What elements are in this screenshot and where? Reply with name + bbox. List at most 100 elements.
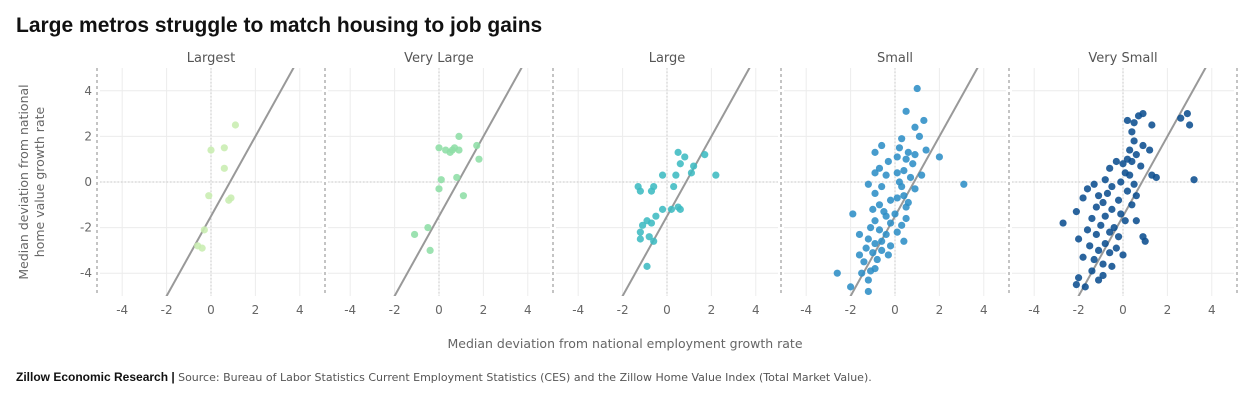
data-point bbox=[1094, 192, 1103, 200]
facet-panel-3: Large -4 -2 0 2 4 bbox=[552, 51, 778, 317]
data-point bbox=[1094, 276, 1103, 284]
data-point bbox=[847, 283, 855, 291]
x-tick-label: -2 bbox=[161, 303, 173, 317]
data-point bbox=[960, 180, 968, 188]
data-point bbox=[935, 153, 944, 161]
data-point bbox=[866, 224, 875, 232]
data-point bbox=[882, 212, 890, 220]
data-point bbox=[1137, 162, 1145, 170]
data-point bbox=[886, 242, 895, 250]
data-point bbox=[1088, 267, 1096, 275]
data-point bbox=[898, 182, 906, 191]
data-point bbox=[1097, 221, 1105, 229]
data-point bbox=[1186, 121, 1194, 129]
data-point bbox=[902, 214, 910, 223]
data-point bbox=[1128, 157, 1136, 166]
data-point bbox=[895, 144, 904, 152]
x-tick-label: 0 bbox=[663, 303, 671, 317]
data-point bbox=[1106, 249, 1114, 257]
data-point bbox=[1190, 176, 1198, 184]
data-point bbox=[911, 151, 919, 159]
data-point bbox=[1108, 205, 1116, 213]
x-tick-label: 4 bbox=[524, 303, 532, 317]
data-point bbox=[453, 173, 461, 182]
data-point bbox=[871, 169, 879, 177]
facet-title: Very Small bbox=[1088, 51, 1157, 66]
data-point bbox=[1099, 260, 1107, 268]
data-point bbox=[900, 237, 908, 245]
x-tick-label: -4 bbox=[344, 303, 356, 317]
data-point bbox=[882, 230, 890, 239]
data-point bbox=[690, 162, 698, 170]
reference-line bbox=[165, 68, 295, 296]
x-tick-label: 0 bbox=[435, 303, 443, 317]
data-point bbox=[898, 135, 906, 143]
data-point bbox=[878, 182, 886, 191]
data-point bbox=[650, 237, 658, 245]
data-point bbox=[893, 194, 901, 202]
data-point bbox=[878, 237, 886, 245]
data-point bbox=[676, 160, 684, 168]
data-point bbox=[1119, 160, 1127, 168]
x-tick-label: -4 bbox=[800, 303, 812, 317]
data-point bbox=[674, 148, 682, 156]
data-point bbox=[902, 107, 910, 115]
data-point bbox=[426, 246, 434, 254]
data-point bbox=[1112, 244, 1120, 252]
data-point bbox=[1117, 210, 1125, 218]
data-point bbox=[1139, 141, 1147, 150]
data-point bbox=[1092, 230, 1100, 239]
data-point bbox=[437, 176, 445, 184]
data-point bbox=[455, 132, 463, 140]
data-point bbox=[205, 192, 213, 200]
data-point bbox=[645, 233, 653, 241]
x-tick-label: 4 bbox=[1208, 303, 1216, 317]
facet-title: Very Large bbox=[404, 51, 474, 66]
data-point bbox=[231, 121, 240, 129]
data-point bbox=[1106, 228, 1114, 236]
data-point bbox=[1128, 201, 1136, 209]
data-point bbox=[864, 180, 872, 188]
x-tick-label: -2 bbox=[845, 303, 857, 317]
data-point bbox=[871, 217, 879, 225]
data-point bbox=[875, 164, 884, 172]
data-point bbox=[198, 244, 206, 252]
x-tick-label: -4 bbox=[116, 303, 128, 317]
facet-title: Largest bbox=[187, 51, 235, 66]
data-point bbox=[1081, 283, 1089, 291]
data-point bbox=[1059, 219, 1067, 227]
data-point bbox=[435, 185, 443, 193]
data-point bbox=[1126, 171, 1134, 179]
facet-panel-1: Largest -4 -2 0 2 4 -4 -2 0 2 4 bbox=[80, 51, 322, 317]
data-point bbox=[647, 187, 656, 195]
facet-panel-5: Very Small -4 -2 0 2 4 bbox=[1008, 51, 1234, 317]
x-tick-label: -2 bbox=[617, 303, 629, 317]
data-point bbox=[207, 146, 215, 154]
data-point bbox=[1083, 226, 1092, 234]
data-point bbox=[1130, 119, 1138, 127]
facet-title: Small bbox=[877, 51, 913, 66]
data-point bbox=[636, 235, 644, 243]
data-point bbox=[1101, 176, 1109, 184]
data-point bbox=[225, 196, 233, 204]
data-point bbox=[687, 169, 696, 177]
data-point bbox=[871, 189, 879, 197]
data-point bbox=[475, 155, 483, 163]
data-point bbox=[1177, 114, 1185, 122]
data-point bbox=[1110, 224, 1118, 232]
x-tick-label: 4 bbox=[980, 303, 988, 317]
data-point bbox=[1103, 189, 1112, 197]
data-point bbox=[1132, 192, 1140, 200]
data-point bbox=[1090, 255, 1098, 264]
data-point bbox=[866, 267, 875, 275]
y-axis-label: Median deviation from national home valu… bbox=[16, 84, 47, 279]
data-point bbox=[906, 173, 915, 182]
data-point bbox=[915, 132, 924, 140]
data-point bbox=[911, 123, 919, 131]
data-point bbox=[1130, 180, 1138, 188]
data-point bbox=[882, 171, 890, 179]
data-point bbox=[220, 164, 228, 172]
data-point bbox=[1119, 251, 1127, 259]
data-point bbox=[701, 151, 709, 159]
